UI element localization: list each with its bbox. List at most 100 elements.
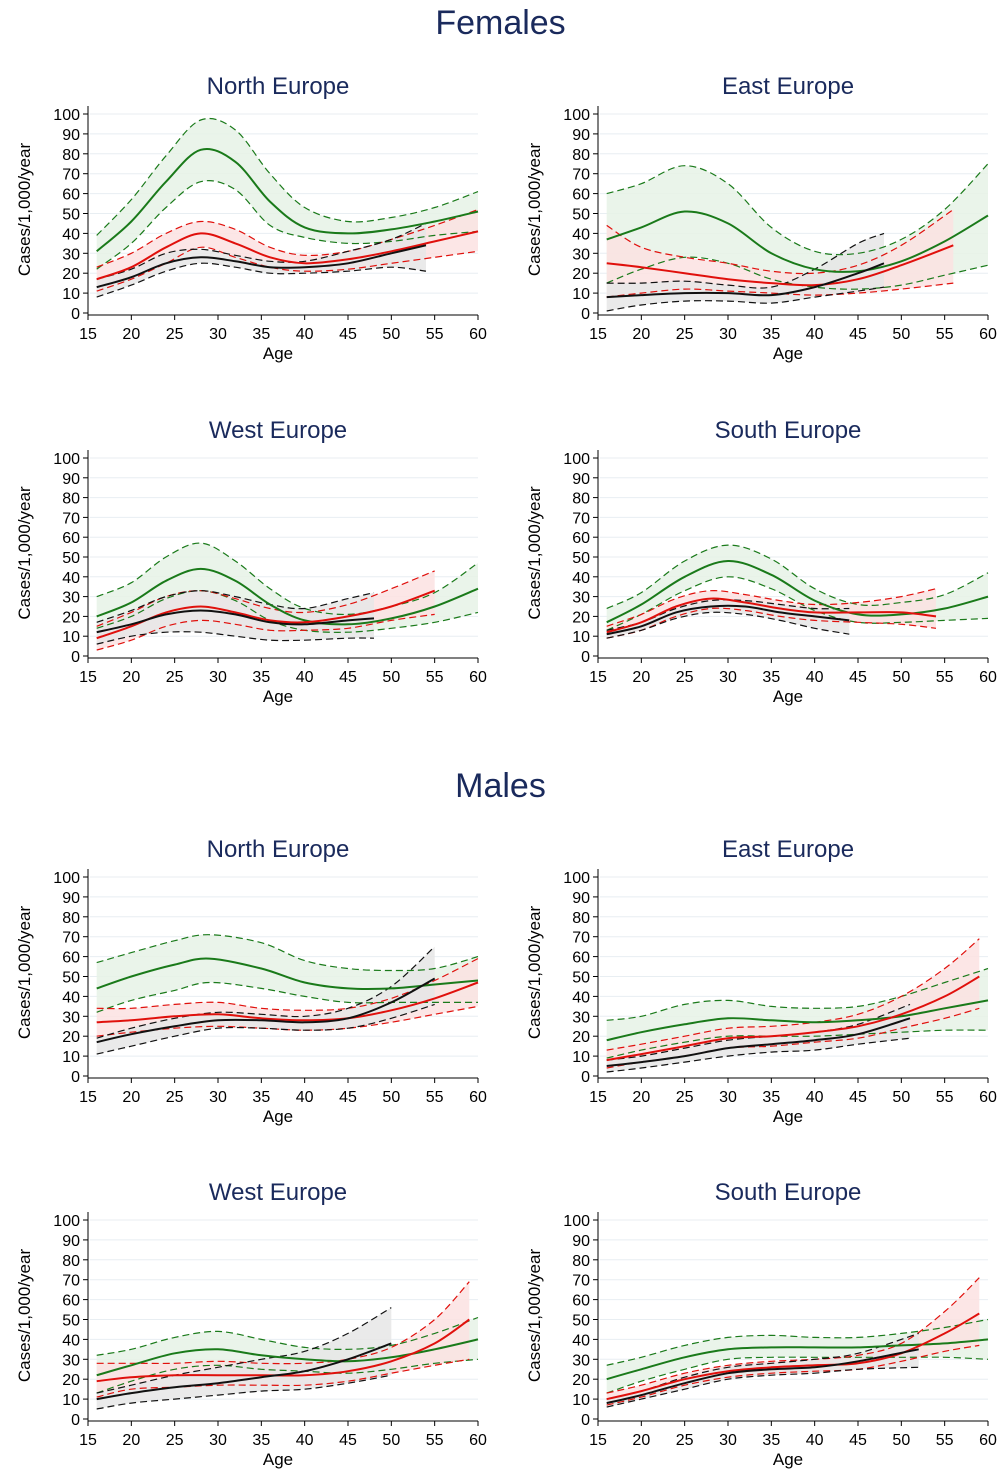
x-tick-label: 60: [469, 1432, 487, 1449]
y-tick-label: 0: [71, 306, 80, 323]
y-tick-label: 10: [572, 1392, 590, 1409]
x-tick-label: 45: [339, 1432, 357, 1449]
x-tick-label: 35: [252, 669, 270, 686]
x-tick-label: 55: [426, 1089, 444, 1106]
y-tick-label: 40: [62, 989, 80, 1006]
y-tick-label: 50: [62, 970, 80, 987]
y-tick-label: 100: [53, 1213, 80, 1230]
x-tick-label: 60: [979, 669, 997, 686]
y-tick-label: 80: [62, 910, 80, 927]
y-tick-label: 80: [62, 491, 80, 508]
x-tick-label: 40: [806, 1089, 824, 1106]
x-tick-label: 45: [849, 326, 867, 343]
y-tick-label: 60: [572, 950, 590, 967]
ci-band-red: [606, 938, 980, 1068]
series-line-black: [606, 1017, 911, 1067]
ci-lower-red: [606, 607, 937, 639]
ci-lower-black: [96, 1003, 435, 1055]
x-tick-label: 30: [209, 1432, 227, 1449]
ci-lower-red: [96, 1358, 470, 1398]
panel-5: 0 10 20 30 40 50 60 70 80 90 100 15 20 25 30 35 40 45 50 55…: [525, 836, 997, 1126]
y-tick-label: 40: [62, 570, 80, 587]
y-tick-label: 90: [62, 127, 80, 144]
y-tick-label: 10: [62, 629, 80, 646]
y-tick-label: 100: [53, 451, 80, 468]
x-tick-label: 20: [632, 326, 650, 343]
panel-title: North Europe: [207, 836, 350, 863]
y-tick-label: 70: [62, 930, 80, 947]
ci-upper-green: [96, 1316, 479, 1356]
x-tick-label: 35: [252, 1089, 270, 1106]
x-tick-label: 55: [936, 1432, 954, 1449]
x-tick-label: 25: [676, 669, 694, 686]
y-tick-label: 10: [572, 629, 590, 646]
ci-upper-red: [606, 938, 980, 1051]
x-tick-label: 50: [382, 669, 400, 686]
x-tick-label: 50: [382, 326, 400, 343]
series-line-black: [606, 262, 885, 299]
x-tick-label: 45: [339, 1089, 357, 1106]
ci-band-black: [606, 1004, 910, 1072]
y-tick-label: 50: [572, 970, 590, 987]
y-tick-label: 80: [572, 910, 590, 927]
y-tick-label: 20: [62, 1372, 80, 1389]
ci-upper-red: [96, 1281, 470, 1365]
y-tick-label: 60: [62, 187, 80, 204]
section-title-males: Males: [455, 767, 546, 805]
series-line-green: [96, 567, 479, 626]
x-tick-label: 40: [296, 1432, 314, 1449]
x-tick-label: 60: [469, 1089, 487, 1106]
ci-upper-green: [606, 163, 989, 256]
x-tick-label: 60: [469, 326, 487, 343]
y-tick-label: 20: [572, 609, 590, 626]
ci-upper-black: [606, 232, 885, 289]
series-line-green: [96, 957, 479, 991]
panel-1: 0 10 20 30 40 50 60 70 80 90 100 15 20 25 30 35 40 45 50 55…: [525, 73, 997, 363]
y-tick-label: 90: [572, 1233, 590, 1250]
panel-title: East Europe: [722, 836, 854, 863]
series-line-red: [96, 981, 479, 1024]
y-tick-label: 40: [572, 989, 590, 1006]
x-tick-label: 30: [209, 326, 227, 343]
y-tick-label: 20: [62, 266, 80, 283]
y-tick-label: 20: [572, 266, 590, 283]
section-title-females: Females: [435, 4, 566, 42]
y-tick-label: 40: [572, 570, 590, 587]
y-tick-label: 90: [62, 1233, 80, 1250]
panel-title: South Europe: [715, 417, 862, 444]
x-tick-label: 25: [676, 1432, 694, 1449]
panel-title: East Europe: [722, 73, 854, 100]
y-tick-label: 50: [62, 207, 80, 224]
y-tick-label: 0: [581, 1069, 590, 1086]
x-tick-label: 25: [166, 326, 184, 343]
y-tick-label: 80: [572, 491, 590, 508]
x-tick-label: 30: [719, 326, 737, 343]
series-line-red: [606, 975, 980, 1062]
x-tick-label: 15: [589, 326, 607, 343]
x-tick-label: 45: [849, 1089, 867, 1106]
ci-upper-red: [96, 208, 479, 268]
y-tick-label: 40: [62, 1332, 80, 1349]
series-line-green: [606, 559, 989, 624]
ci-upper-green: [96, 542, 479, 616]
ci-upper-red: [606, 588, 937, 627]
series-line-green: [606, 999, 989, 1042]
panel-6: 0 10 20 30 40 50 60 70 80 90 100 15 20 25 30 35 40 45 50 55…: [15, 1179, 487, 1469]
series-line-red: [606, 597, 937, 634]
x-tick-label: 40: [296, 1089, 314, 1106]
ci-upper-green: [96, 117, 479, 236]
series-line-red: [606, 1312, 980, 1401]
x-tick-label: 55: [426, 1432, 444, 1449]
x-tick-label: 55: [936, 326, 954, 343]
x-tick-label: 50: [892, 326, 910, 343]
y-tick-label: 70: [572, 510, 590, 527]
y-tick-label: 40: [572, 1332, 590, 1349]
panel-0: 0 10 20 30 40 50 60 70 80 90 100 15 20 25 30 35 40 45 50 55…: [15, 73, 487, 363]
x-tick-label: 15: [589, 1089, 607, 1106]
y-tick-label: 70: [572, 1273, 590, 1290]
ci-lower-red: [606, 1344, 980, 1406]
x-tick-label: 20: [122, 326, 140, 343]
x-tick-label: 50: [892, 1432, 910, 1449]
x-axis-label: Age: [263, 687, 293, 706]
y-tick-label: 90: [572, 127, 590, 144]
